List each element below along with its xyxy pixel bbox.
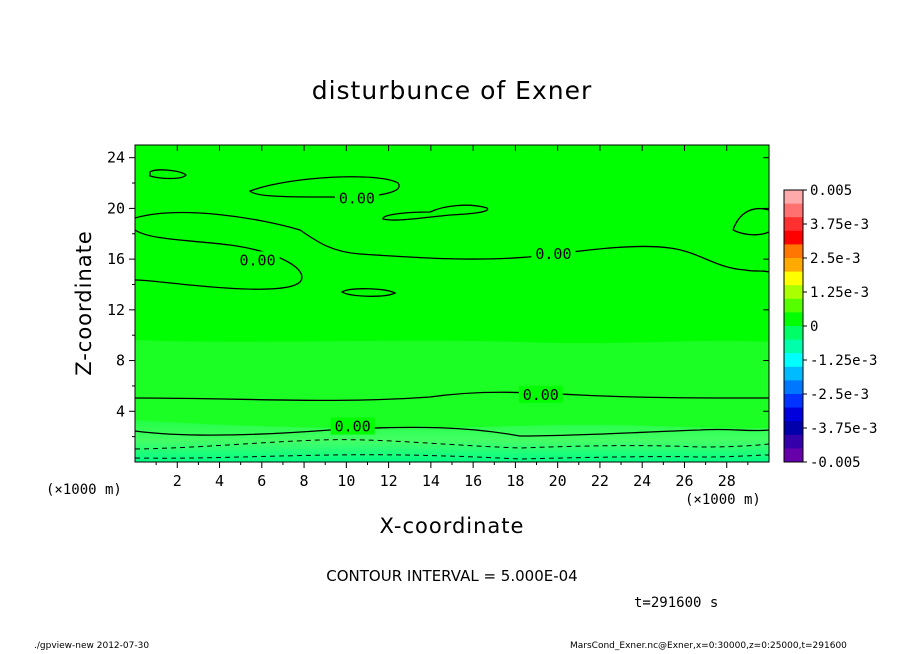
colorbar-label: -0.005 xyxy=(810,455,861,471)
contour-label: 0.00 xyxy=(535,245,571,263)
colorbar-swatch xyxy=(784,339,803,354)
colorbar-label: 1.25e-3 xyxy=(810,285,869,301)
footer-left: ./gpview-new 2012-07-30 xyxy=(34,641,150,651)
colorbar-swatch xyxy=(784,380,803,395)
contour-upper-left xyxy=(134,229,303,290)
contour-small-3 xyxy=(340,288,397,297)
colorbar: 0.005 3.75e-3 2.5e-3 1.25e-3 0 -1.25e-3 -2.5e-… xyxy=(783,183,877,471)
colorbar-swatch xyxy=(784,203,803,218)
colorbar-swatch xyxy=(784,407,803,422)
x-tick-label: 22 xyxy=(591,472,609,490)
fill-band-bottom xyxy=(135,420,769,462)
x-axis: 2 4 6 8 10 12 14 16 18 20 22 24 26 28 xyxy=(155,145,749,490)
colorbar-swatch xyxy=(784,312,803,327)
colorbar-swatch xyxy=(784,298,803,313)
x-axis-label: X-coordinate xyxy=(379,514,525,538)
x-tick-label: 16 xyxy=(464,472,482,490)
contour-label-bg xyxy=(531,245,576,263)
colorbar-swatch xyxy=(784,285,803,300)
colorbar-swatch xyxy=(784,190,803,205)
y-axis: 4 8 12 16 20 24 xyxy=(107,149,769,438)
y-tick-label: 16 xyxy=(107,250,125,268)
contour-interval-text: CONTOUR INTERVAL = 5.000E-04 xyxy=(326,567,578,585)
contour-label: 0.00 xyxy=(335,417,371,435)
y-tick-label: 8 xyxy=(116,352,125,370)
x-tick-label: 12 xyxy=(380,472,398,490)
contour-small-1 xyxy=(149,169,187,180)
contour-label: 0.00 xyxy=(339,189,375,207)
colorbar-swatch xyxy=(784,353,803,368)
y-tick-label: 4 xyxy=(116,402,125,420)
colorbar-swatch xyxy=(784,217,803,232)
x-tick-label: 4 xyxy=(215,472,224,490)
colorbar-label: 0.005 xyxy=(810,183,852,199)
contour-label: 0.00 xyxy=(240,251,276,269)
x-unit-label-left: (×1000 m) xyxy=(46,482,122,498)
x-tick-label: 20 xyxy=(549,472,567,490)
colorbar-swatch xyxy=(784,258,803,273)
colorbar-swatch xyxy=(784,271,803,286)
x-unit-label-right: (×1000 m) xyxy=(685,492,761,508)
contour-label-bg xyxy=(330,417,375,435)
colorbar-swatch xyxy=(784,326,803,341)
contour-label-bg xyxy=(235,251,280,269)
plot-area: 0.00 0.00 0.00 0.00 0.00 xyxy=(134,144,770,463)
colorbar-swatch xyxy=(784,366,803,381)
contour-lines xyxy=(134,169,770,460)
contour-label: 0.00 xyxy=(523,386,559,404)
contour-label-bg xyxy=(334,189,379,207)
x-tick-label: 6 xyxy=(257,472,266,490)
contour-lower-main xyxy=(134,391,770,402)
contour-right-edge xyxy=(732,207,770,236)
contour-small-2 xyxy=(382,204,489,221)
x-tick-label: 14 xyxy=(422,472,440,490)
colorbar-swatch xyxy=(784,434,803,449)
colorbar-label: 3.75e-3 xyxy=(810,217,869,233)
contour-bottom-main xyxy=(134,426,770,437)
x-tick-label: 2 xyxy=(173,472,182,490)
colorbar-swatch xyxy=(784,394,803,409)
contour-labels: 0.00 0.00 0.00 0.00 0.00 xyxy=(235,189,576,435)
contour-dashed-1 xyxy=(134,439,770,450)
colorbar-swatch xyxy=(784,230,803,245)
x-tick-label: 8 xyxy=(300,472,309,490)
footer-right: MarsCond_Exner.nc@Exner,x=0:30000,z=0:25… xyxy=(570,641,847,651)
colorbar-label: 2.5e-3 xyxy=(810,251,861,267)
y-tick-label: 24 xyxy=(107,149,125,167)
contour-label-bg xyxy=(518,385,563,403)
x-tick-label: 28 xyxy=(718,472,736,490)
colorbar-label: -1.25e-3 xyxy=(810,353,877,369)
y-tick-label: 20 xyxy=(107,199,125,217)
x-tick-label: 26 xyxy=(675,472,693,490)
colorbar-label: -3.75e-3 xyxy=(810,421,877,437)
contour-top-closed xyxy=(248,176,400,198)
colorbar-swatch xyxy=(784,448,803,463)
chart-title: disturbunce of Exner xyxy=(311,76,593,105)
y-axis-label: Z-coordinate xyxy=(72,230,96,376)
contour-fills xyxy=(135,340,769,462)
x-tick-label: 24 xyxy=(633,472,651,490)
x-tick-label: 18 xyxy=(506,472,524,490)
time-label: t=291600 s xyxy=(634,595,719,611)
contour-upper-main xyxy=(134,211,770,273)
colorbar-swatch xyxy=(784,421,803,436)
x-tick-label: 10 xyxy=(337,472,355,490)
colorbar-swatch xyxy=(784,244,803,259)
y-tick-label: 12 xyxy=(107,301,125,319)
colorbar-label: 0 xyxy=(810,319,818,335)
colorbar-label: -2.5e-3 xyxy=(810,387,869,403)
contour-dashed-2 xyxy=(134,454,770,460)
